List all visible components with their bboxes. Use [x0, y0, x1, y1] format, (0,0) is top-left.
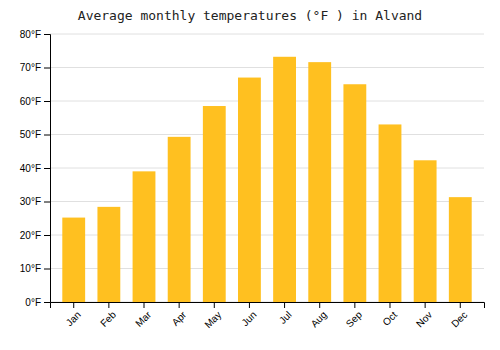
x-axis: Jan Feb Mar Apr May Jun Jul Aug Sep Oct Nov Dec	[51, 302, 485, 330]
bar	[133, 171, 156, 302]
y-tick-mark	[44, 34, 50, 35]
x-tick: Apr	[170, 302, 189, 328]
y-tick-mark	[44, 302, 50, 303]
x-tick-label: Mar	[133, 309, 153, 329]
y-tick-mark	[44, 202, 50, 203]
title: Average monthly temperatures (°F ) in Al…	[78, 8, 422, 23]
y-tick: 80°F	[20, 29, 50, 40]
x-tick: Feb	[98, 302, 118, 329]
y-tick-label: 30°F	[20, 196, 41, 207]
y-tick: 50°F	[20, 129, 50, 140]
y-axis-line	[44, 35, 51, 303]
bar	[97, 207, 120, 302]
y-tick: 30°F	[20, 196, 50, 207]
y-tick-label: 0°F	[25, 297, 41, 308]
x-tick-mark	[214, 302, 215, 308]
x-tick: Dec	[449, 302, 469, 329]
x-tick-mark	[249, 302, 250, 308]
grid-line	[50, 101, 484, 102]
bar	[203, 106, 226, 302]
x-axis-line	[51, 303, 485, 309]
grid-line	[50, 67, 484, 68]
chart-container: 0°F 10°F 20°F 30°F 40°F 50°F 60°F 70°F 80°F Jan Fe…	[0, 0, 500, 350]
y-tick-label: 10°F	[20, 263, 41, 274]
x-tick: Mar	[133, 302, 153, 329]
bar	[168, 137, 191, 302]
bar	[238, 78, 261, 302]
x-tick-label: Feb	[98, 309, 118, 329]
y-tick-label: 60°F	[20, 96, 41, 107]
y-tick: 40°F	[20, 163, 50, 174]
bar	[449, 197, 472, 302]
y-axis: 0°F 10°F 20°F 30°F 40°F 50°F 60°F 70°F 80°F	[20, 29, 51, 308]
bar	[273, 57, 296, 302]
bar	[308, 62, 331, 302]
x-tick-label: Apr	[170, 309, 189, 328]
x-tick-mark	[73, 302, 74, 308]
x-tick-label: Jan	[64, 309, 83, 328]
bars	[62, 57, 471, 302]
x-tick: Jul	[277, 302, 294, 326]
x-tick-mark	[425, 302, 426, 308]
x-tick-mark	[389, 302, 390, 308]
bar	[414, 160, 437, 302]
x-tick-label: May	[202, 309, 223, 330]
x-tick-label: Jun	[239, 309, 258, 328]
x-tick-mark	[144, 302, 145, 308]
x-tick: Oct	[380, 302, 399, 328]
y-tick: 0°F	[25, 297, 50, 308]
y-tick-mark	[44, 135, 50, 136]
y-tick-label: 50°F	[20, 129, 41, 140]
x-tick-mark	[179, 302, 180, 308]
x-tick-mark	[108, 302, 109, 308]
bar	[62, 218, 85, 302]
y-tick: 20°F	[20, 230, 50, 241]
x-tick-label: Jul	[277, 309, 294, 326]
plot: 0°F 10°F 20°F 30°F 40°F 50°F 60°F 70°F 80°F Jan Fe…	[20, 29, 485, 331]
x-tick-label: Oct	[380, 309, 399, 328]
x-tick-label: Sep	[344, 309, 365, 330]
y-tick-label: 80°F	[20, 29, 41, 40]
chart-svg: 0°F 10°F 20°F 30°F 40°F 50°F 60°F 70°F 80°F Jan Fe…	[0, 0, 500, 350]
y-tick: 10°F	[20, 263, 50, 274]
x-tick: May	[202, 302, 223, 330]
x-tick: Aug	[309, 302, 329, 329]
x-tick-mark	[460, 302, 461, 308]
x-tick-mark	[354, 302, 355, 308]
x-tick-label: Aug	[309, 309, 329, 329]
x-tick-label: Dec	[449, 309, 469, 329]
x-tick-label: Nov	[414, 309, 434, 329]
x-tick: Jan	[64, 302, 83, 328]
x-tick-mark	[319, 302, 320, 308]
y-tick-mark	[44, 168, 50, 169]
grid-line	[50, 134, 484, 135]
x-tick: Sep	[344, 302, 365, 329]
y-tick-mark	[44, 101, 50, 102]
grid-line	[50, 34, 484, 35]
x-tick-mark	[284, 302, 285, 308]
y-tick-label: 40°F	[20, 163, 41, 174]
x-tick: Nov	[414, 302, 434, 329]
y-tick-mark	[44, 269, 50, 270]
y-tick-mark	[44, 68, 50, 69]
y-tick-mark	[44, 235, 50, 236]
grid	[50, 34, 484, 302]
bar	[343, 84, 366, 302]
y-tick: 60°F	[20, 96, 50, 107]
y-tick-label: 70°F	[20, 62, 41, 73]
y-tick-label: 20°F	[20, 230, 41, 241]
y-tick: 70°F	[20, 62, 50, 73]
x-tick: Jun	[239, 302, 258, 328]
bar	[379, 124, 402, 302]
